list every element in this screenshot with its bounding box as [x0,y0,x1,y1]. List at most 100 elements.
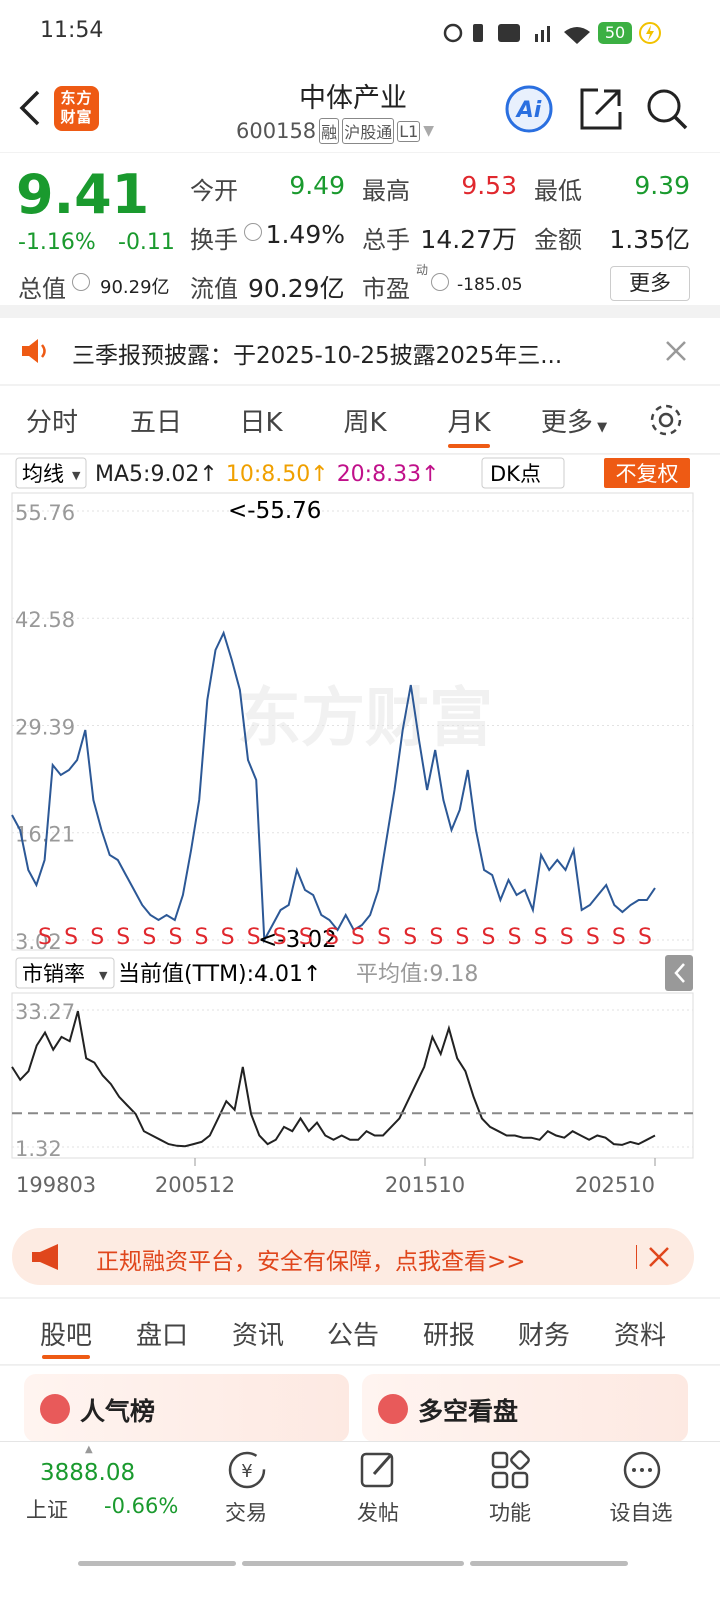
period-tab[interactable]: 日K [239,408,283,438]
period-tab[interactable]: 五日 [129,408,183,438]
speaker-icon [22,339,46,363]
data-line [11,1010,656,1148]
nav-item[interactable]: 发帖 [357,1501,399,1525]
signal: S [90,925,104,950]
legend-entry: 20:8.33↑ [337,462,440,487]
tag: 沪股通 [342,118,395,144]
dk-button [481,457,565,489]
field-value: 9.39 [634,171,690,200]
notice-text[interactable]: 三季报预披露：于2025-10-25披露2025年三... [72,343,563,369]
indicator-label: 均线 [22,462,64,486]
content-tab[interactable]: 公告 [326,1321,380,1351]
y-tick-label: 55.76 [15,501,75,525]
content-tabs: 股吧 盘口 资讯 公告 研报 财务 资料 [0,1299,720,1365]
settings-button[interactable] [648,402,684,438]
indicator-label: 市销率 [22,962,85,986]
ad-section: 正规融资平台，安全有保障，点我查看>> [0,1215,720,1297]
ai-button[interactable]: Ai [504,84,554,134]
ad-banner[interactable] [12,1228,694,1285]
period-tab[interactable]: 周K [343,408,387,438]
signal: S [247,925,261,950]
min-label: <-3.02 [258,927,337,953]
field-value: 9.53 [461,171,517,200]
index-name[interactable]: 上证 [26,1498,68,1522]
cards-row: 人气榜 多空看盘 [0,1366,720,1442]
content-tab[interactable]: 财务 [517,1321,571,1351]
content-tab[interactable]: 盘口 [135,1321,189,1351]
signal: S [195,925,209,950]
header: 东方财富 中体产业 600158 融 沪股通 L1 ▼ Ai [0,66,720,152]
dropdown: ▼ [99,969,108,982]
indicator-select [15,957,115,989]
ad-text[interactable]: 正规融资平台，安全有保障，点我查看>> [96,1249,526,1275]
signal: S [377,925,391,950]
signal: S [481,925,495,950]
field-value: 9.49 [289,171,345,200]
nav-item[interactable]: 功能 [489,1501,531,1525]
collapse-arrow [674,963,685,983]
close-button[interactable] [665,340,687,362]
content-tab[interactable]: 资料 [613,1321,667,1351]
signal: S [221,925,235,950]
signal: S [351,925,365,950]
field-label: 金额 [534,226,582,254]
change: -0.11 [118,230,175,255]
period-tab[interactable]: 分时 [25,408,79,438]
field-label: 总手 [362,226,410,254]
signal: S [38,925,52,950]
y-tick-label: 33.27 [15,1000,75,1024]
stock-code: 600158 [236,119,317,143]
post-icon [360,1452,394,1488]
more-button[interactable]: 更多 [610,266,690,301]
chart-frame [11,492,694,951]
period-tab-active[interactable]: 月K [447,408,491,438]
current-value: 当前值(TTM):4.01↑ [118,962,321,987]
signal: S [142,925,156,950]
nav-item[interactable]: 交易 [225,1501,267,1525]
float-cap-label: 流值 [190,275,238,303]
average-value: 平均值:9.18 [356,962,478,987]
field-value: 1.35亿 [609,225,690,254]
card[interactable] [362,1374,688,1442]
y-tick-label: 1.32 [15,1137,62,1161]
charging-icon [639,22,661,44]
status-icons [443,23,590,44]
field-value: 1.49% [265,220,345,249]
nav-item[interactable]: 设自选 [609,1501,673,1525]
field-label: 今开 [190,177,238,205]
ad-close[interactable] [648,1246,670,1268]
content-tab[interactable]: 研报 [422,1321,476,1351]
change-pct: -1.16% [18,230,96,255]
index-value[interactable]: 3888.08 [40,1460,136,1486]
card[interactable] [24,1374,349,1442]
signal: S [299,925,313,950]
clock: 11:54 [40,18,104,43]
signal: S [116,925,130,950]
card-title[interactable]: 多空看盘 [418,1397,519,1426]
collapse-tab [665,955,693,991]
status-bar: 11:54 50 [0,0,720,66]
index-change[interactable]: -0.66% [104,1494,179,1518]
float-cap: 90.29亿 [248,274,345,303]
x-tick-label: 201510 [385,1173,465,1197]
field-label: 换手 [190,226,238,254]
svg-text:¥: ¥ [241,1461,252,1482]
total-cap-label: 总值 [18,275,66,303]
pe-value: -185.05 [457,275,523,295]
period-tab[interactable]: 更多 ▼ [540,408,608,438]
signal: S [508,925,522,950]
chart-area: 东方财富 55.76 42.58 29.39 16.21 3.02 均线 ▼ MA5:9.02↑… [0,455,720,1215]
content-tab[interactable]: 资讯 [231,1321,285,1351]
search-button[interactable] [644,86,690,132]
y-tick-label: 29.39 [15,716,75,740]
max-label: <-55.76 [228,498,321,524]
watermark: 东方财富 [237,682,493,756]
signal: S [455,925,469,950]
share-button[interactable] [578,86,624,132]
adjust-label: 不复权 [616,462,679,486]
back-button[interactable] [14,88,44,128]
trade-icon: ¥ [228,1451,266,1489]
content-tab-active[interactable]: 股吧 [39,1321,93,1351]
x-tick-label: 200512 [155,1173,235,1197]
card-title[interactable]: 人气榜 [80,1397,156,1426]
